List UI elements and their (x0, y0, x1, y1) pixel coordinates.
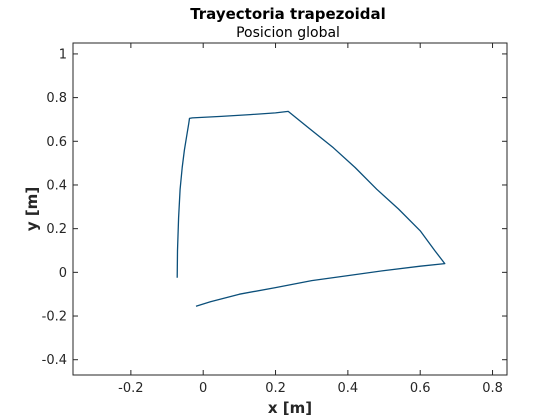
chart-subtitle: Posicion global (236, 25, 340, 41)
y-tick-label: 1 (59, 47, 67, 62)
x-tick-label: 0.4 (338, 381, 359, 396)
chart-title: Trayectoria trapezoidal (190, 5, 386, 23)
x-tick-label: -0.2 (118, 381, 143, 396)
trajectory-line (176, 110, 446, 307)
plot-area (72, 42, 508, 376)
x-tick-label: 0.2 (265, 381, 286, 396)
x-tick-label: 0 (199, 381, 207, 396)
y-tick-label: 0.2 (46, 222, 67, 237)
y-axis-label: y [m] (23, 187, 41, 231)
y-tick-label: 0.4 (46, 178, 67, 193)
y-tick-label: 0.8 (46, 91, 67, 106)
plot-box (72, 42, 508, 376)
y-tick-label: 0.6 (46, 135, 67, 150)
x-axis-ticks: -0.2 0 0.2 0.4 0.6 0.8 (118, 43, 503, 396)
x-tick-label: 0.6 (410, 381, 431, 396)
x-axis-label: x [m] (268, 399, 312, 417)
y-tick-label: -0.4 (42, 353, 67, 368)
y-tick-label: -0.2 (42, 310, 67, 325)
y-tick-label: 0 (59, 266, 67, 281)
y-axis-ticks: -0.4 -0.2 0 0.2 0.4 0.6 0.8 1 (42, 47, 507, 368)
x-tick-label: 0.8 (482, 381, 503, 396)
